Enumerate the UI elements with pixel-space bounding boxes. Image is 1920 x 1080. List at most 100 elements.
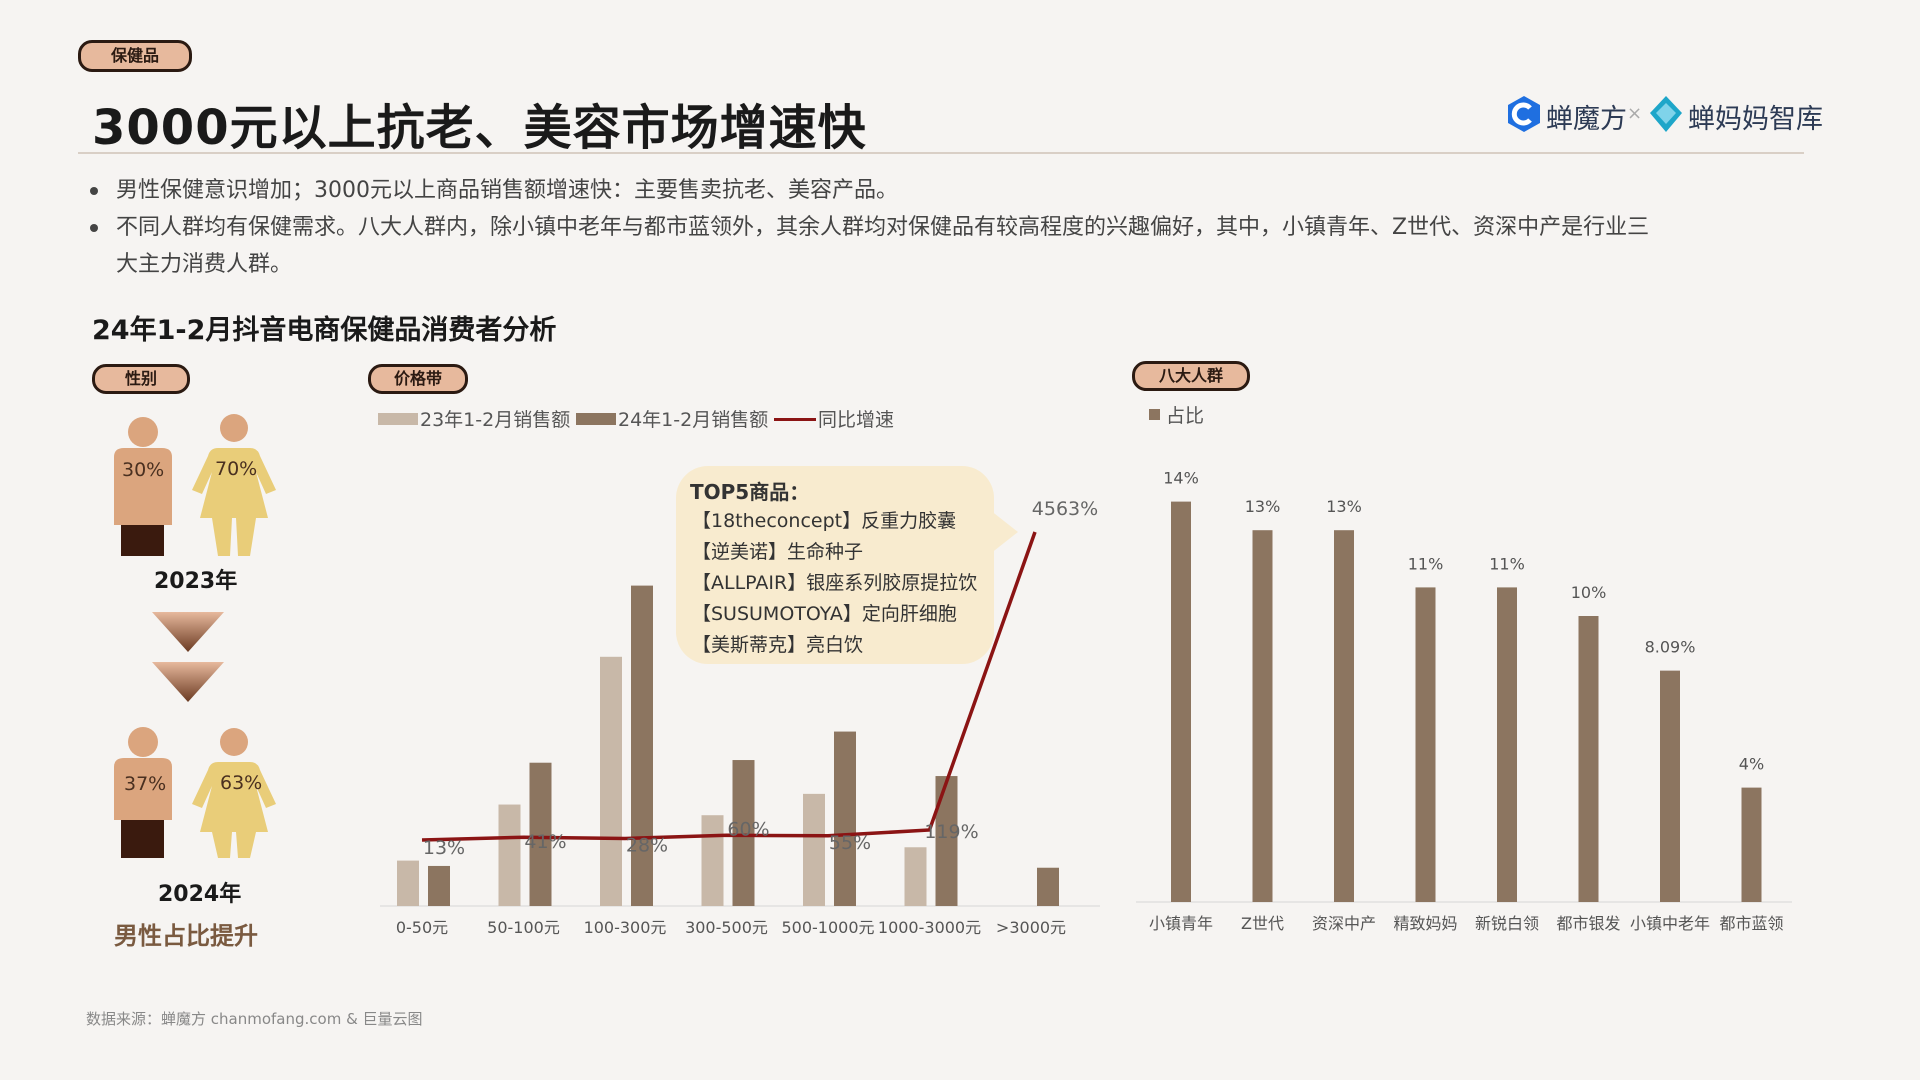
share-label: 10% — [1571, 583, 1607, 602]
x-tick-label: Z世代 — [1241, 914, 1284, 933]
chanmama-logo-text: 蝉妈妈智库 — [1688, 104, 1823, 135]
gender-conclusion: 男性占比提升 — [114, 922, 258, 950]
female-figure-icon — [192, 414, 276, 556]
bar-2024 — [732, 760, 755, 906]
bullet-text: 大主力消费人群。 — [116, 252, 293, 277]
bar-2023 — [701, 815, 724, 906]
data-source: 数据来源：蝉魔方 chanmofang.com & 巨量云图 — [86, 1010, 423, 1028]
bar-2023 — [498, 804, 521, 906]
bullet-dot — [90, 224, 98, 232]
growth-label: 4563% — [1032, 498, 1098, 520]
x-tick-label: 都市蓝领 — [1719, 914, 1783, 933]
legend-swatch-share — [1149, 409, 1160, 420]
share-label: 11% — [1489, 554, 1525, 573]
price-band-tag: 价格带 — [368, 364, 468, 394]
legend-2023-sales: 23年1-2月销售额 — [420, 409, 571, 431]
top5-title: TOP5商品： — [690, 480, 810, 504]
share-label: 8.09% — [1645, 638, 1696, 657]
bar-2024 — [428, 865, 450, 906]
bar-2023 — [600, 656, 622, 906]
growth-line — [421, 531, 1037, 842]
top5-item: 【逆美诺】生命种子 — [692, 541, 864, 563]
bar-2024 — [834, 731, 856, 906]
female-share-2023: 70% — [215, 458, 258, 480]
share-bar — [1252, 530, 1273, 902]
x-tick-label: 新锐白领 — [1475, 914, 1539, 933]
logo-separator: × — [1627, 103, 1643, 124]
eight-groups-chart: 14% 小镇青年 13% Z世代 13% 资深中产 11% 精致妈妈 11% 新锐白领 10% 都市银… — [1136, 469, 1792, 933]
legend-2024-sales: 24年1-2月销售额 — [618, 409, 769, 431]
share-label: 14% — [1163, 469, 1199, 488]
growth-label: 55% — [829, 832, 871, 854]
price-band-chart: 0-50元 50-100元 100-300元 300-500元 500-1000元 100… — [380, 498, 1100, 937]
year-2023-label: 2023年 — [154, 569, 238, 594]
legend-share: 占比 — [1166, 405, 1205, 427]
bar-2024 — [1037, 867, 1059, 906]
share-label: 13% — [1245, 497, 1281, 516]
x-tick-label: 都市银发 — [1556, 914, 1620, 933]
bar-2024 — [631, 585, 653, 906]
bar-2023 — [397, 860, 419, 906]
x-tick-label: 小镇中老年 — [1630, 914, 1710, 933]
bullet-2: 不同人群均有保健需求。八大人群内，除小镇中老年与都市蓝领外，其余人群均对保健品有… — [90, 209, 1790, 246]
chanmofang-logo-icon — [1508, 96, 1540, 132]
x-tick-label: 精致妈妈 — [1393, 914, 1457, 933]
growth-label: 41% — [524, 831, 566, 853]
x-tick-label: 资深中产 — [1312, 914, 1376, 933]
year-2024-label: 2024年 — [158, 882, 242, 907]
x-tick-label: 1000-3000元 — [878, 918, 981, 937]
gender-figures-2023 — [114, 414, 276, 556]
chanmofang-logo — [1506, 95, 1542, 137]
top5-item: 【ALLPAIR】银座系列胶原提拉饮 — [692, 572, 978, 594]
bar-2023 — [904, 847, 927, 906]
share-label: 11% — [1408, 554, 1444, 573]
x-tick-label: 50-100元 — [487, 918, 560, 937]
bullet-text: 男性保健意识增加；3000元以上商品销售额增速快：主要售卖抗老、美容产品。 — [116, 178, 898, 203]
male-share-2024: 37% — [124, 773, 167, 795]
top5-item: 【美斯蒂克】亮白饮 — [692, 634, 864, 656]
bar-2024 — [529, 762, 552, 906]
chart-section-title: 24年1-2月抖音电商保健品消费者分析 — [92, 315, 557, 346]
top5-item: 【18theconcept】反重力胶囊 — [692, 510, 957, 532]
female-figure-icon — [192, 728, 276, 858]
bar-2024 — [935, 776, 958, 906]
x-tick-label: 300-500元 — [685, 918, 768, 937]
bullet-2-continued: 大主力消费人群。 — [90, 246, 1790, 283]
bullet-text: 不同人群均有保健需求。八大人群内，除小镇中老年与都市蓝领外，其余人群均对保健品有… — [116, 215, 1650, 240]
female-share-2024: 63% — [220, 772, 263, 794]
share-label: 13% — [1326, 497, 1362, 516]
growth-label: 119% — [924, 821, 978, 843]
share-bar — [1660, 670, 1680, 902]
chanmofang-logo-text: 蝉魔方 — [1546, 104, 1627, 135]
bullet-dot — [90, 187, 98, 195]
gender-tag: 性别 — [92, 364, 190, 394]
x-tick-label: >3000元 — [996, 918, 1066, 937]
share-bar — [1741, 787, 1762, 902]
title-divider — [78, 152, 1804, 154]
bullet-1: 男性保健意识增加；3000元以上商品销售额增速快：主要售卖抗老、美容产品。 — [90, 172, 1790, 209]
x-tick-label: 100-300元 — [584, 918, 667, 937]
down-arrows-icon — [152, 612, 224, 702]
male-figure-icon — [114, 417, 172, 556]
bar-2023 — [803, 793, 825, 906]
legend-yoy-growth: 同比增速 — [818, 409, 895, 431]
page-title: 3000元以上抗老、美容市场增速快 — [92, 100, 867, 156]
x-tick-label: 0-50元 — [396, 918, 448, 937]
share-bar — [1415, 587, 1436, 902]
male-share-2023: 30% — [122, 459, 165, 481]
top5-item: 【SUSUMOTOYA】定向肝细胞 — [692, 603, 957, 625]
share-label: 4% — [1739, 755, 1764, 774]
callout-pointer — [990, 510, 1018, 554]
share-bar — [1334, 530, 1354, 902]
growth-label: 13% — [423, 837, 465, 859]
chanmama-logo — [1648, 95, 1684, 137]
x-tick-label: 小镇青年 — [1149, 914, 1213, 933]
growth-label: 60% — [727, 818, 769, 840]
share-bar — [1171, 501, 1191, 902]
legend-swatch-growth — [774, 418, 816, 421]
legend-swatch-2024 — [576, 413, 616, 425]
gender-figures-2024 — [114, 727, 276, 858]
male-figure-icon — [114, 727, 172, 858]
share-bar — [1497, 587, 1517, 902]
x-tick-label: 500-1000元 — [781, 918, 874, 937]
